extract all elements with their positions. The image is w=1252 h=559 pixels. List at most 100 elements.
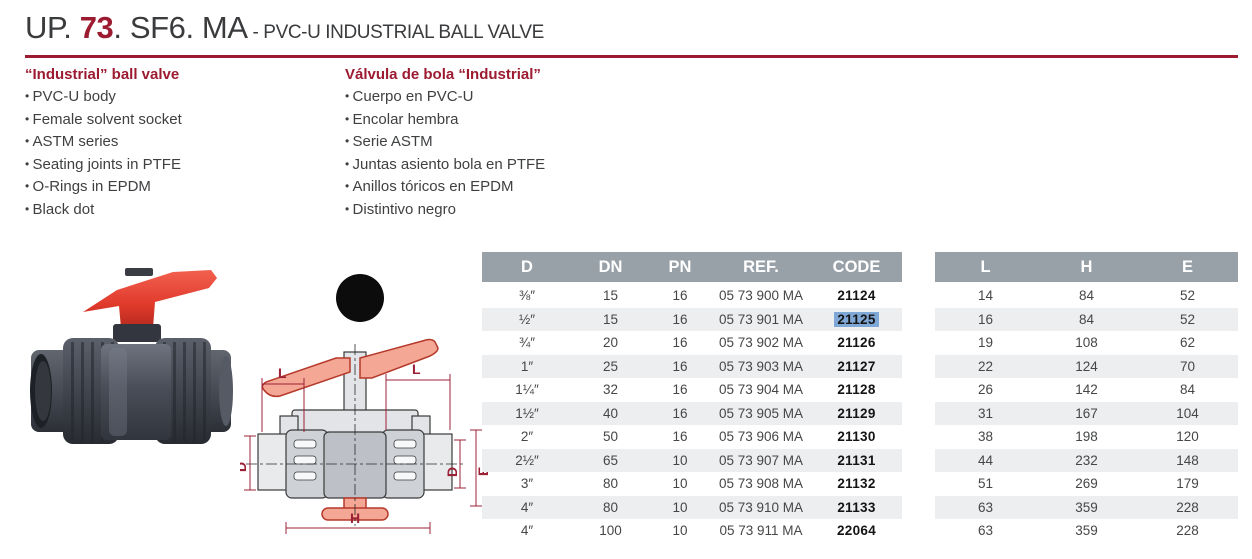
label-l-left: L [278,365,287,381]
table-row: 31 167 104 [935,401,1238,425]
features-spanish: Válvula de bola “Industrial” Cuerpo en P… [345,66,545,222]
column-header-l: L [935,252,1036,284]
table-cell: 05 73 905 MA [718,405,804,421]
table-cell: 32 [602,382,619,398]
valve-handle-red [83,268,217,328]
table-cell: 2″ [520,429,534,445]
table-cell: 05 73 906 MA [718,429,804,445]
table-cell: 05 73 910 MA [718,499,804,515]
table-row: ¾″ 20 16 05 73 902 MA 21126 [482,331,902,355]
dimension-lines [244,374,482,534]
table-cell: 100 [599,523,622,539]
table-cell: 16 [672,358,688,374]
table-row: 1¼″ 32 16 05 73 904 MA 21128 [482,378,902,402]
table-cell: 63 [977,499,994,515]
page-title: UP. 73. SF6. MA - PVC-U INDUSTRIAL BALL … [25,10,544,46]
column-header-ref: REF. [711,252,811,284]
table-cell: 21130 [837,429,876,445]
table-cell: 80 [602,499,619,515]
title-subtitle: - PVC-U INDUSTRIAL BALL VALVE [247,22,544,43]
feature-item: Distintivo negro [345,199,545,222]
feature-item: Black dot [25,199,182,222]
table-cell: 16 [672,382,688,398]
table-cell: 142 [1075,382,1098,398]
table-cell: 1½″ [515,405,539,421]
label-h: H [350,510,360,526]
column-header-d: D [482,252,572,284]
table-cell: 10 [672,523,688,539]
table-cell: 25 [602,358,619,374]
features-list-en: PVC-U bodyFemale solvent socketASTM seri… [25,86,182,222]
dimension-labels: L L D D E H [240,361,490,526]
valve-technical-drawing: L L D D E H [240,338,490,534]
table-row: 4″ 100 10 05 73 911 MA 22064 [482,519,902,543]
table-cell: 51 [977,476,994,492]
valve-photo [30,268,233,444]
table-cell: 38 [977,429,994,445]
table-cell: 16 [672,335,688,351]
table-cell: 50 [602,429,619,445]
table-row: 38 198 120 [935,425,1238,449]
table-cell: 359 [1075,523,1098,539]
table-cell: 05 73 900 MA [718,288,804,304]
table-cell: 10 [672,452,688,468]
table-cell: 22064 [836,523,877,539]
table-cell: 10 [672,476,688,492]
table-cell: 52 [1179,288,1196,304]
table-cell: 05 73 901 MA [718,311,804,327]
table-cell: 21128 [837,382,876,398]
table-cell: 14 [977,288,994,304]
table-cell: 84 [1179,382,1196,398]
table-cell: 198 [1075,429,1098,445]
features-heading-es: Válvula de bola “Industrial” [345,66,541,83]
table-cell: 05 73 902 MA [718,335,804,351]
feature-item: Serie ASTM [345,131,545,154]
title-number: 73 [79,10,114,45]
table-cell: 16 [977,311,994,327]
column-header-h: H [1036,252,1137,284]
title-main: UP. 73. SF6. MA [25,10,248,45]
table-cell: 70 [1179,358,1196,374]
table-cell: 44 [977,452,994,468]
table-cell: 40 [602,405,619,421]
table-cell: 228 [1176,523,1199,539]
feature-item: PVC-U body [25,86,182,109]
table-cell: 05 73 907 MA [718,452,804,468]
table-cell: 05 73 911 MA [719,523,803,539]
table-cell: 22 [977,358,994,374]
table-row: 44 232 148 [935,448,1238,472]
black-dot-indicator [336,274,384,322]
table-cell: 26 [977,382,994,398]
table-cell: 228 [1176,499,1199,515]
table-cell: 65 [602,452,619,468]
table-cell: 84 [1078,288,1095,304]
table-cell: 15 [602,311,619,327]
table-cell: 1″ [520,358,534,374]
table-cell: ⅜″ [518,288,536,304]
selected-code-value[interactable]: 21125 [834,311,879,327]
table-cell: 1¼″ [515,382,539,398]
column-header-pn: PN [649,252,711,284]
feature-item: Female solvent socket [25,109,182,132]
table-cell: 124 [1075,358,1098,374]
table-cell: 19 [977,335,994,351]
drawing-body [257,351,453,499]
feature-item: ASTM series [25,131,182,154]
table-cell: 10 [672,499,688,515]
table-cell: 52 [1179,311,1196,327]
valve-body-gray [30,324,233,444]
table-cell: 108 [1075,335,1098,351]
features-list-es: Cuerpo en PVC-UEncolar hembraSerie ASTMJ… [345,86,546,222]
table-row: ⅜″ 15 16 05 73 900 MA 21124 [482,283,902,308]
feature-item: Cuerpo en PVC-U [345,86,545,109]
table-cell: 269 [1075,476,1098,492]
table-cell: 359 [1075,499,1098,515]
table-row: 22 124 70 [935,354,1238,378]
table-cell: 15 [602,288,619,304]
column-header-code: CODE [811,252,902,284]
table-row: 16 84 52 [935,307,1238,331]
table-cell: 4″ [520,523,534,539]
table-cell: 20 [602,335,619,351]
feature-item: Anillos tóricos en EPDM [345,176,545,199]
table-cell: ½″ [518,311,536,327]
